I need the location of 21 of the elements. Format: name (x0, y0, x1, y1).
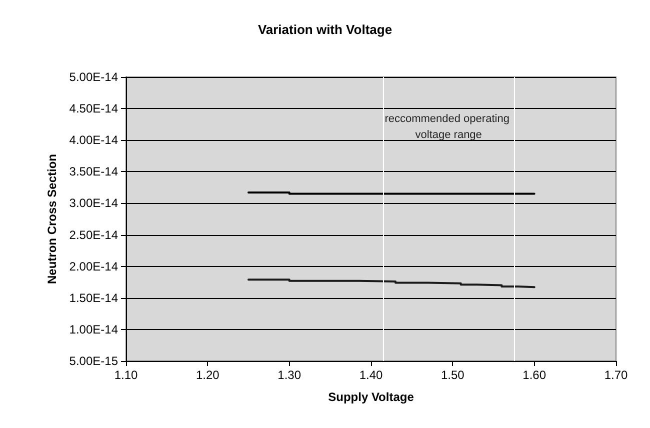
x-tick-label: 1.20 (196, 368, 220, 382)
y-tick-label: 3.50E-14 (69, 164, 118, 179)
x-tick-label: 1.40 (359, 368, 383, 382)
chart-title: Variation with Voltage (258, 22, 392, 37)
x-tick-label: 1.70 (604, 368, 628, 382)
y-tick-label: 5.00E-15 (69, 354, 118, 368)
y-tick-label: 2.50E-14 (69, 228, 118, 242)
x-axis-title: Supply Voltage (328, 390, 414, 404)
y-tick-label: 2.00E-14 (69, 259, 118, 274)
y-tick-label: 4.50E-14 (69, 102, 118, 116)
y-tick-label: 4.00E-14 (69, 133, 118, 148)
x-tick-label: 1.50 (440, 368, 465, 382)
x-tick-label: 1.60 (522, 368, 546, 382)
annotation: reccommended operating voltage range (384, 113, 512, 141)
y-tick-label: 5.00E-14 (69, 70, 118, 84)
y-tick-label: 3.00E-14 (69, 196, 118, 210)
y-axis-title: Neutron Cross Section (45, 154, 59, 284)
y-tick-label: 1.50E-14 (69, 290, 118, 305)
y-tick-label: 1.00E-14 (69, 322, 118, 336)
x-tick-label: 1.30 (278, 368, 302, 382)
x-tick-label: 1.10 (114, 368, 138, 382)
